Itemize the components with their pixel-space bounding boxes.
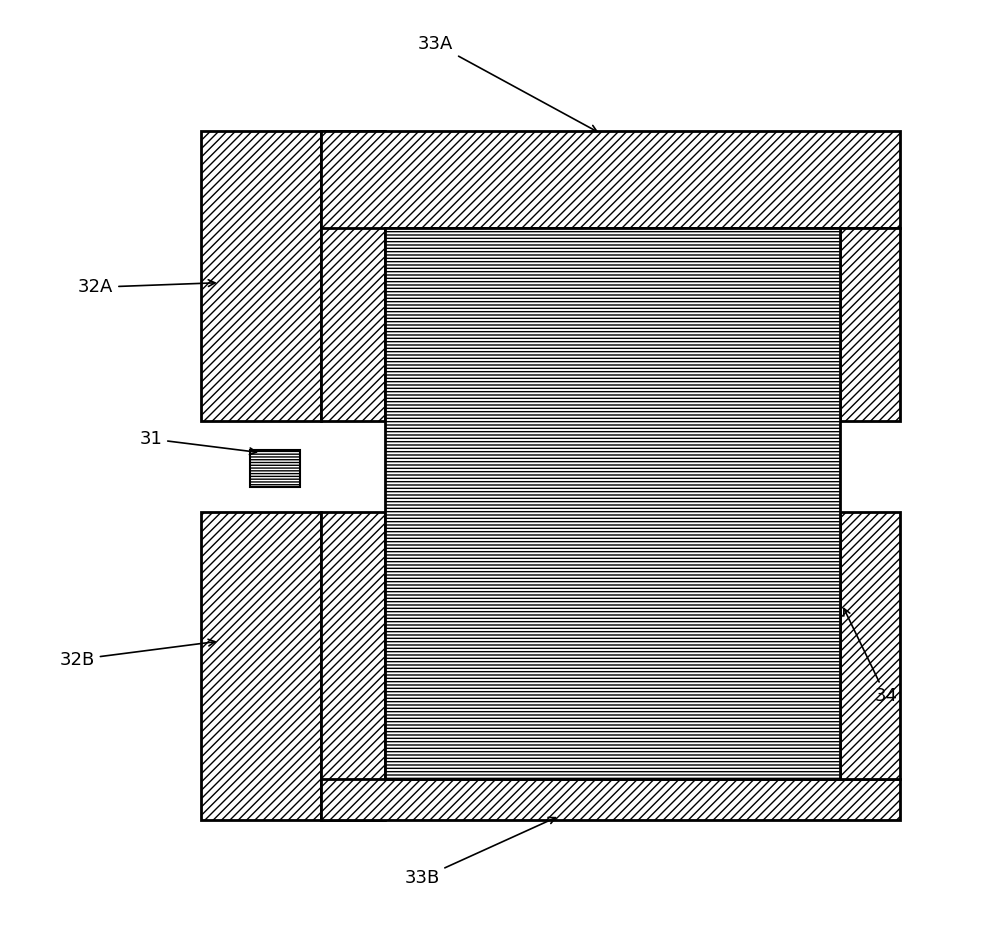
Text: 31: 31 bbox=[139, 430, 256, 454]
Bar bbox=[321, 779, 900, 820]
Bar bbox=[321, 131, 900, 228]
Bar bbox=[321, 131, 385, 421]
Text: 32A: 32A bbox=[78, 278, 215, 297]
Bar bbox=[201, 512, 321, 820]
Text: 34: 34 bbox=[844, 608, 898, 705]
Bar bbox=[385, 228, 840, 779]
Text: 32B: 32B bbox=[60, 639, 215, 669]
Text: 33A: 33A bbox=[418, 35, 597, 132]
Bar bbox=[321, 512, 385, 820]
Bar bbox=[840, 228, 900, 421]
Bar bbox=[840, 512, 900, 779]
Text: 33B: 33B bbox=[404, 817, 556, 887]
Bar bbox=[250, 450, 300, 487]
Bar bbox=[201, 131, 321, 421]
